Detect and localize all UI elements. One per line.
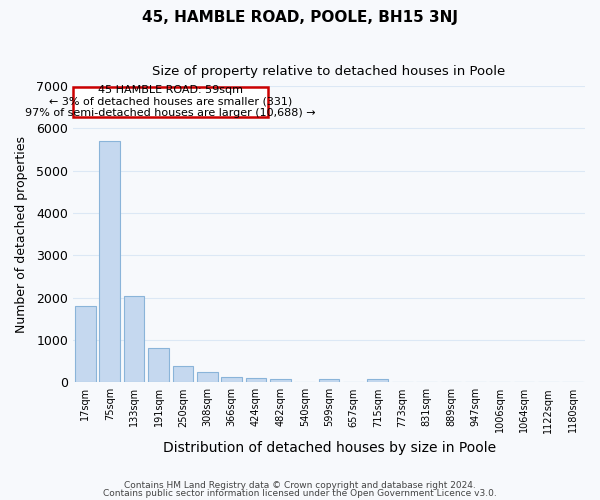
Bar [367,380,388,382]
Bar [197,372,218,382]
Text: Contains HM Land Registry data © Crown copyright and database right 2024.: Contains HM Land Registry data © Crown c… [124,481,476,490]
Title: Size of property relative to detached houses in Poole: Size of property relative to detached ho… [152,65,506,78]
Bar [221,377,242,382]
Bar [270,379,291,382]
Y-axis label: Number of detached properties: Number of detached properties [15,136,28,332]
Bar [245,378,266,382]
Bar [173,366,193,382]
FancyBboxPatch shape [73,87,268,117]
Bar [75,306,96,382]
Bar [148,348,169,382]
Bar [100,141,120,382]
X-axis label: Distribution of detached houses by size in Poole: Distribution of detached houses by size … [163,441,496,455]
Text: 45, HAMBLE ROAD, POOLE, BH15 3NJ: 45, HAMBLE ROAD, POOLE, BH15 3NJ [142,10,458,25]
Bar [124,296,145,382]
Text: Contains public sector information licensed under the Open Government Licence v3: Contains public sector information licen… [103,488,497,498]
Text: 45 HAMBLE ROAD: 59sqm
← 3% of detached houses are smaller (331)
97% of semi-deta: 45 HAMBLE ROAD: 59sqm ← 3% of detached h… [25,85,316,118]
Bar [319,379,340,382]
